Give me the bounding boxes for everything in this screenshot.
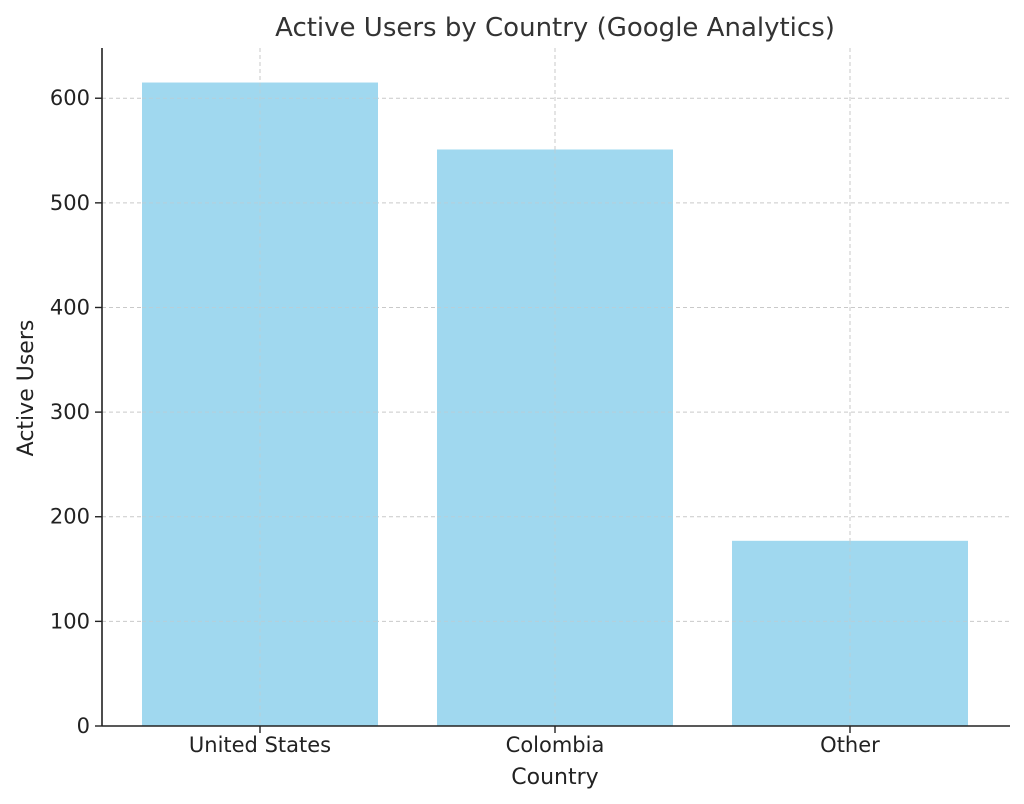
bar-layer bbox=[142, 82, 968, 727]
x-tick-label: Other bbox=[820, 733, 880, 757]
axis-layer: 0 100 200 300 400 500 600 United States Colombia… bbox=[50, 48, 1010, 757]
chart-title: Active Users by Country (Google Analytic… bbox=[275, 13, 835, 43]
y-tick-label: 0 bbox=[77, 714, 90, 738]
x-tick-label: Colombia bbox=[506, 733, 605, 757]
y-axis-title: Active Users bbox=[14, 320, 39, 457]
y-tick-label: 300 bbox=[50, 400, 90, 424]
y-tick-label: 200 bbox=[50, 505, 90, 529]
x-tick-label: United States bbox=[189, 733, 331, 757]
y-tick-label: 100 bbox=[50, 609, 90, 633]
x-axis-title: Country bbox=[511, 765, 598, 790]
y-tick-label: 500 bbox=[50, 191, 90, 215]
y-tick-label: 400 bbox=[50, 295, 90, 319]
y-tick-label: 600 bbox=[50, 86, 90, 110]
